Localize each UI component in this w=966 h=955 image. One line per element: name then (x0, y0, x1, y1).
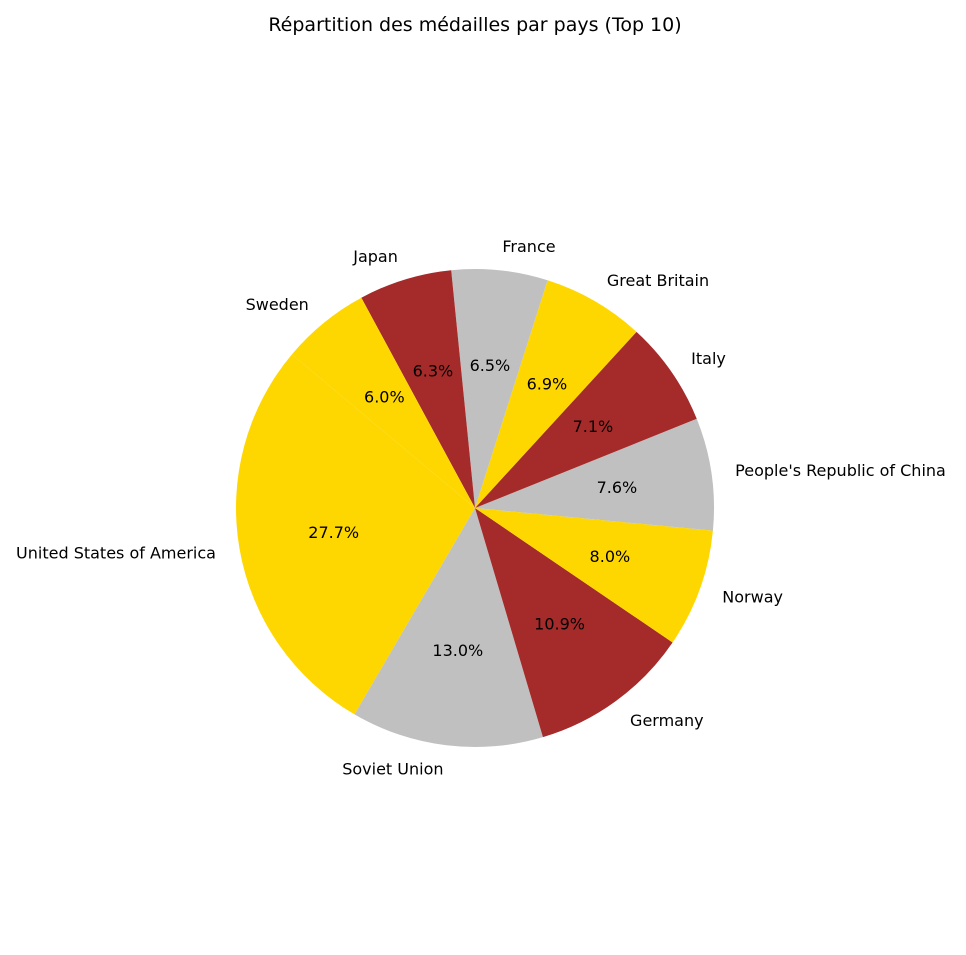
slice-category-label: France (502, 237, 555, 256)
pie-slice (361, 270, 475, 508)
pie-slice (475, 331, 697, 508)
pie-slice (354, 508, 543, 748)
pie-slice (475, 280, 637, 508)
pie-slice (475, 508, 713, 643)
slice-category-label: United States of America (16, 544, 216, 563)
slice-category-label: Norway (722, 588, 783, 607)
slice-percent-label: 8.0% (590, 547, 631, 566)
slice-category-label: Italy (691, 349, 726, 368)
pie-slice (475, 508, 673, 738)
slice-percent-label: 7.6% (597, 478, 638, 497)
slice-category-label: Japan (352, 247, 398, 266)
slice-percent-label: 6.0% (364, 387, 405, 406)
pie-slice (451, 269, 548, 508)
pie-slice (236, 354, 475, 715)
slice-percent-label: 27.7% (308, 523, 359, 542)
slice-category-label: Sweden (246, 295, 309, 314)
slice-percent-label: 10.9% (534, 614, 585, 633)
slice-percent-label: 6.9% (527, 374, 568, 393)
pie-slice (291, 297, 475, 508)
slice-percent-label: 13.0% (432, 641, 483, 660)
slice-category-label: Soviet Union (342, 760, 443, 779)
pie-slice (475, 418, 714, 531)
chart-title: Répartition des médailles par pays (Top … (268, 14, 682, 36)
slice-percent-label: 6.3% (413, 361, 454, 380)
slice-category-label: People's Republic of China (735, 461, 946, 480)
slice-category-label: Great Britain (607, 271, 709, 290)
slice-category-label: Germany (630, 711, 704, 730)
slice-percent-label: 6.5% (470, 356, 511, 375)
slice-percent-label: 7.1% (573, 417, 614, 436)
